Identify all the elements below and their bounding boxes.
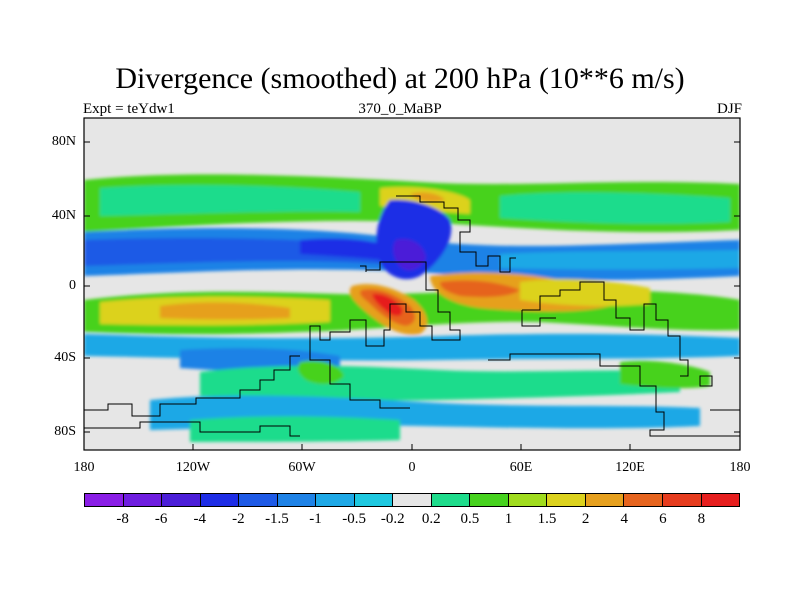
colorbar-swatch <box>431 494 471 506</box>
continent-outlines <box>84 195 740 437</box>
colorbar-label: -2 <box>232 511 245 527</box>
colorbar-swatch <box>393 494 432 506</box>
colorbar-label: -0.5 <box>342 511 366 527</box>
colorbar-swatch <box>316 494 355 506</box>
colorbar <box>84 493 740 507</box>
lat-label-40n: 40N <box>51 208 76 223</box>
lon-label-120e: 120E <box>615 460 645 475</box>
colorbar-label: 8 <box>697 511 706 527</box>
colorbar-swatch <box>277 494 317 506</box>
colorbar-label: 0.2 <box>421 511 441 527</box>
lon-label-60e: 60E <box>509 460 533 475</box>
lon-label-180e: 180 <box>729 460 751 475</box>
tethys-convergence <box>376 199 452 280</box>
axis-ticks <box>83 141 741 450</box>
colorbar-swatch <box>585 494 625 506</box>
colorbar-label: -6 <box>154 511 168 527</box>
lat-label-80n: 80N <box>51 134 76 149</box>
period-label: 370_0_MaBP <box>358 101 442 117</box>
lat-label-0: 0 <box>69 278 76 293</box>
colorbar-swatch <box>85 494 124 506</box>
lon-label-180w: 180 <box>73 460 95 475</box>
colorbar-label: -8 <box>116 511 129 527</box>
season-label: DJF <box>716 101 742 117</box>
colorbar-label: 4 <box>620 511 628 527</box>
colorbar-swatch <box>662 494 702 506</box>
colorbar-label: 6 <box>659 511 667 527</box>
colorbar-swatch <box>470 494 509 506</box>
colorbar-swatch <box>508 494 548 506</box>
colorbar-label: -0.2 <box>380 511 405 527</box>
colorbar-swatch <box>162 494 201 506</box>
colorbar-swatch <box>354 494 394 506</box>
colorbar-label: -4 <box>193 511 207 527</box>
colorbar-label: 1.5 <box>537 511 557 527</box>
colorbar-label: -1 <box>309 511 322 527</box>
lat-label-80s: 80S <box>54 424 76 439</box>
colorbar-swatch <box>624 494 663 506</box>
colorbar-label: 1 <box>504 511 513 527</box>
lon-label-0: 0 <box>408 460 416 475</box>
lat-label-40s: 40S <box>54 350 76 365</box>
lon-label-60w: 60W <box>288 460 316 475</box>
colorbar-label: 0.5 <box>460 511 480 527</box>
experiment-label: Expt = teYdw1 <box>83 101 175 117</box>
lon-label-120w: 120W <box>175 460 211 475</box>
colorbar-swatch <box>123 494 163 506</box>
colorbar-swatch <box>547 494 586 506</box>
colorbar-swatch <box>239 494 278 506</box>
colorbar-swatch <box>701 494 740 506</box>
colorbar-label: 2 <box>581 511 590 527</box>
plot-title: Divergence (smoothed) at 200 hPa (10**6 … <box>115 62 685 95</box>
colorbar-label: -1.5 <box>265 511 289 527</box>
colorbar-swatch <box>200 494 240 506</box>
